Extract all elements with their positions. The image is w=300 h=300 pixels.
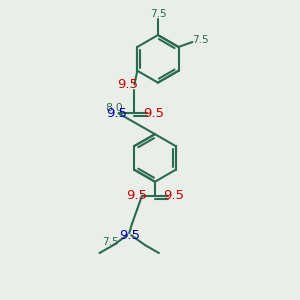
Text: 9.5: 9.5 [119, 229, 140, 242]
Text: 7.5: 7.5 [102, 237, 119, 247]
Text: 9.5: 9.5 [106, 107, 127, 120]
Text: 7.5: 7.5 [192, 35, 208, 45]
Text: 9.5: 9.5 [126, 189, 147, 202]
Text: 7.5: 7.5 [151, 9, 167, 19]
Text: 9.5: 9.5 [143, 107, 164, 120]
Text: 8.0: 8.0 [106, 103, 123, 113]
Text: 9.5: 9.5 [117, 78, 138, 91]
Text: 9.5: 9.5 [163, 189, 184, 202]
